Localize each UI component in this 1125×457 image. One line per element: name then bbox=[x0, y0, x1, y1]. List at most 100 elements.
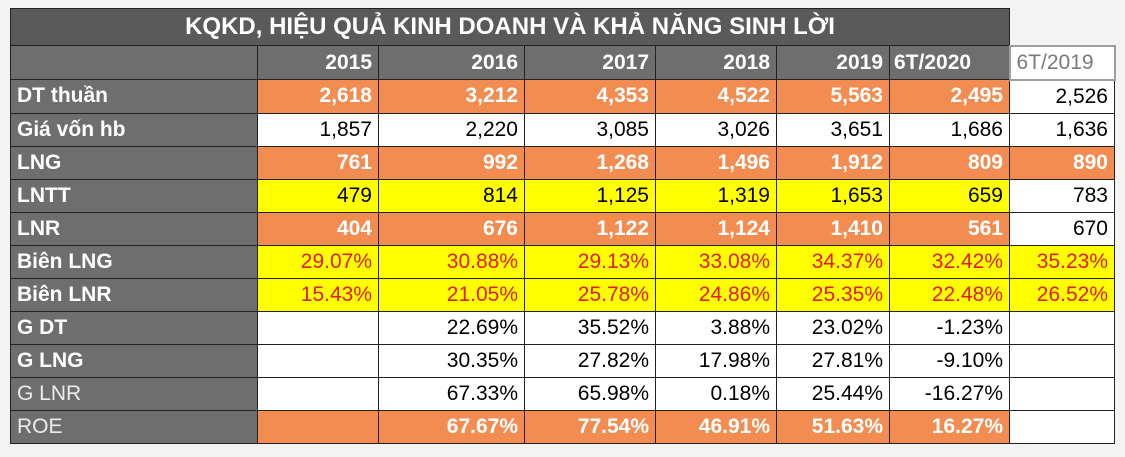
value-cell[interactable]: 27.82% bbox=[524, 343, 656, 378]
value-cell[interactable]: 1,686 bbox=[889, 112, 1010, 147]
table-row: ROE 67.67% 77.54% 46.91% 51.63% 16.27% bbox=[10, 409, 1115, 444]
value-cell[interactable]: 26.52% bbox=[1009, 277, 1115, 312]
value-cell[interactable]: 1,125 bbox=[524, 178, 656, 213]
selected-year-header-cell[interactable]: 6T/2019 bbox=[1008, 44, 1116, 81]
year-header-cell[interactable]: 6T/2020 bbox=[889, 45, 1010, 80]
value-cell[interactable]: 992 bbox=[378, 145, 525, 180]
value-cell[interactable]: 761 bbox=[257, 145, 379, 180]
value-cell[interactable]: 5,563 bbox=[776, 79, 890, 114]
value-cell[interactable]: 783 bbox=[1009, 178, 1115, 213]
value-cell[interactable] bbox=[257, 409, 379, 444]
value-cell[interactable]: 35.52% bbox=[524, 310, 656, 345]
value-cell[interactable] bbox=[1009, 310, 1115, 345]
value-cell[interactable]: 1,653 bbox=[776, 178, 890, 213]
year-header-cell[interactable]: 2018 bbox=[655, 45, 777, 80]
value-cell[interactable]: 34.37% bbox=[776, 244, 890, 279]
value-cell[interactable]: 29.13% bbox=[524, 244, 656, 279]
value-cell[interactable] bbox=[1009, 376, 1115, 411]
value-cell[interactable]: 890 bbox=[1009, 145, 1115, 180]
value-cell[interactable] bbox=[257, 376, 379, 411]
value-cell[interactable]: 25.78% bbox=[524, 277, 656, 312]
value-cell[interactable]: 3,026 bbox=[655, 112, 777, 147]
value-cell[interactable]: 65.98% bbox=[524, 376, 656, 411]
value-cell[interactable] bbox=[257, 343, 379, 378]
value-cell[interactable]: 3,651 bbox=[776, 112, 890, 147]
value-cell[interactable]: 35.23% bbox=[1009, 244, 1115, 279]
value-cell[interactable]: -16.27% bbox=[889, 376, 1010, 411]
row-label[interactable]: ROE bbox=[10, 409, 258, 444]
value-cell[interactable]: 25.44% bbox=[776, 376, 890, 411]
value-cell[interactable]: 1,410 bbox=[776, 211, 890, 246]
row-label[interactable]: LNG bbox=[10, 145, 258, 180]
value-cell[interactable] bbox=[1009, 409, 1115, 444]
value-cell[interactable]: 814 bbox=[378, 178, 525, 213]
value-cell[interactable]: 1,268 bbox=[524, 145, 656, 180]
value-cell[interactable]: 77.54% bbox=[524, 409, 656, 444]
value-cell[interactable]: 21.05% bbox=[378, 277, 525, 312]
value-cell[interactable]: 3,212 bbox=[378, 79, 525, 114]
value-cell[interactable]: 30.88% bbox=[378, 244, 525, 279]
year-header-cell[interactable]: 2019 bbox=[776, 45, 890, 80]
header-blank-cell[interactable] bbox=[10, 45, 258, 80]
value-cell[interactable]: 479 bbox=[257, 178, 379, 213]
value-cell[interactable] bbox=[257, 310, 379, 345]
value-cell[interactable]: 659 bbox=[889, 178, 1010, 213]
value-cell[interactable]: 22.69% bbox=[378, 310, 525, 345]
value-cell[interactable]: 51.63% bbox=[776, 409, 890, 444]
value-cell[interactable]: 4,522 bbox=[655, 79, 777, 114]
value-cell[interactable]: 3,085 bbox=[524, 112, 656, 147]
value-cell[interactable]: 670 bbox=[1009, 211, 1115, 246]
value-cell[interactable]: 17.98% bbox=[655, 343, 777, 378]
value-cell[interactable]: 46.91% bbox=[655, 409, 777, 444]
blank-cell[interactable] bbox=[1009, 8, 1115, 46]
table-row: G LNR 67.33% 65.98% 0.18% 25.44% -16.27% bbox=[10, 376, 1115, 411]
value-cell[interactable]: 809 bbox=[889, 145, 1010, 180]
row-label[interactable]: G DT bbox=[10, 310, 258, 345]
row-label[interactable]: Biên LNG bbox=[10, 244, 258, 279]
value-cell[interactable]: 33.08% bbox=[655, 244, 777, 279]
row-label[interactable]: Biên LNR bbox=[10, 277, 258, 312]
row-label[interactable]: LNR bbox=[10, 211, 258, 246]
value-cell[interactable]: 67.67% bbox=[378, 409, 525, 444]
value-cell[interactable]: 561 bbox=[889, 211, 1010, 246]
value-cell[interactable] bbox=[1009, 343, 1115, 378]
value-cell[interactable]: 1,496 bbox=[655, 145, 777, 180]
sheet-title[interactable]: KQKD, HIỆU QUẢ KINH DOANH VÀ KHẢ NĂNG SI… bbox=[10, 8, 1010, 46]
value-cell[interactable]: 4,353 bbox=[524, 79, 656, 114]
value-cell[interactable]: 30.35% bbox=[378, 343, 525, 378]
row-label[interactable]: Giá vốn hb bbox=[10, 112, 258, 147]
value-cell[interactable]: 15.43% bbox=[257, 277, 379, 312]
value-cell[interactable]: 676 bbox=[378, 211, 525, 246]
value-cell[interactable]: 29.07% bbox=[257, 244, 379, 279]
value-cell[interactable]: 0.18% bbox=[655, 376, 777, 411]
row-label[interactable]: DT thuần bbox=[10, 79, 258, 114]
value-cell[interactable]: 23.02% bbox=[776, 310, 890, 345]
value-cell[interactable]: 1,912 bbox=[776, 145, 890, 180]
row-label[interactable]: G LNG bbox=[10, 343, 258, 378]
value-cell[interactable]: 2,618 bbox=[257, 79, 379, 114]
value-cell[interactable]: 3.88% bbox=[655, 310, 777, 345]
value-cell[interactable]: 1,636 bbox=[1009, 112, 1115, 147]
value-cell[interactable]: 27.81% bbox=[776, 343, 890, 378]
value-cell[interactable]: -9.10% bbox=[889, 343, 1010, 378]
value-cell[interactable]: 22.48% bbox=[889, 277, 1010, 312]
value-cell[interactable]: 16.27% bbox=[889, 409, 1010, 444]
value-cell[interactable]: 2,526 bbox=[1009, 79, 1115, 114]
year-header-cell[interactable]: 2017 bbox=[524, 45, 656, 80]
value-cell[interactable]: 67.33% bbox=[378, 376, 525, 411]
value-cell[interactable]: 404 bbox=[257, 211, 379, 246]
row-label[interactable]: G LNR bbox=[10, 376, 258, 411]
value-cell[interactable]: 32.42% bbox=[889, 244, 1010, 279]
value-cell[interactable]: 1,122 bbox=[524, 211, 656, 246]
value-cell[interactable]: 25.35% bbox=[776, 277, 890, 312]
value-cell[interactable]: 1,124 bbox=[655, 211, 777, 246]
value-cell[interactable]: 1,319 bbox=[655, 178, 777, 213]
year-header-cell[interactable]: 2015 bbox=[257, 45, 379, 80]
value-cell[interactable]: 2,220 bbox=[378, 112, 525, 147]
value-cell[interactable]: -1.23% bbox=[889, 310, 1010, 345]
value-cell[interactable]: 2,495 bbox=[889, 79, 1010, 114]
row-label[interactable]: LNTT bbox=[10, 178, 258, 213]
year-header-cell[interactable]: 2016 bbox=[378, 45, 525, 80]
value-cell[interactable]: 24.86% bbox=[655, 277, 777, 312]
value-cell[interactable]: 1,857 bbox=[257, 112, 379, 147]
